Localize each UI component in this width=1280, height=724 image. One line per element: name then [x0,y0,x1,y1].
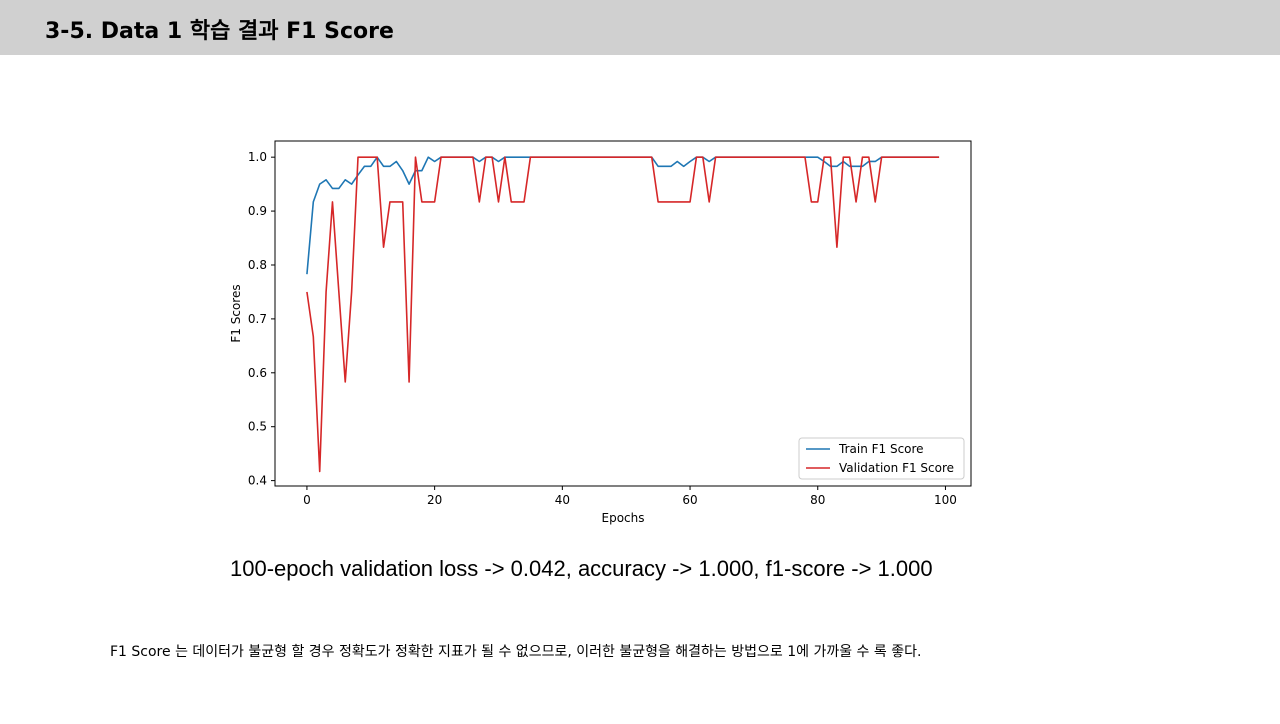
y-axis-label: F1 Scores [229,284,243,342]
summary-line: 100-epoch validation loss -> 0.042, accu… [230,556,933,581]
legend-label-validation: Validation F1 Score [839,461,954,475]
y-tick-label: 0.6 [248,366,267,380]
footnote: F1 Score 는 데이터가 불균형 할 경우 정확도가 정확한 지표가 될 … [110,644,922,660]
y-tick-label: 0.8 [248,258,267,272]
legend-box [798,437,965,480]
x-tick-label: 40 [555,493,570,507]
x-tick-label: 60 [682,493,697,507]
x-tick-label: 20 [427,493,442,507]
x-tick-label: 0 [303,493,311,507]
y-tick-label: 0.4 [248,474,267,488]
y-tick-label: 0.7 [248,312,267,326]
slide-title: 3-5. Data 1 학습 결과 F1 Score [45,19,394,44]
y-axis-ticks: 0.4 0.5 0.6 0.7 0.8 0.9 1.0 [248,150,275,488]
y-tick-label: 0.5 [248,420,267,434]
x-axis-label: Epochs [602,511,645,525]
legend: Train F1 Score Validation F1 Score [798,437,965,480]
y-tick-label: 1.0 [248,150,267,164]
legend-label-train: Train F1 Score [838,442,924,456]
x-tick-label: 80 [810,493,825,507]
x-tick-label: 100 [934,493,957,507]
x-axis-ticks: 0 20 40 60 80 100 [303,486,957,507]
validation-f1-line [306,156,940,473]
series-lines [306,156,940,473]
y-tick-label: 0.9 [248,204,267,218]
header-bar [0,0,1280,55]
